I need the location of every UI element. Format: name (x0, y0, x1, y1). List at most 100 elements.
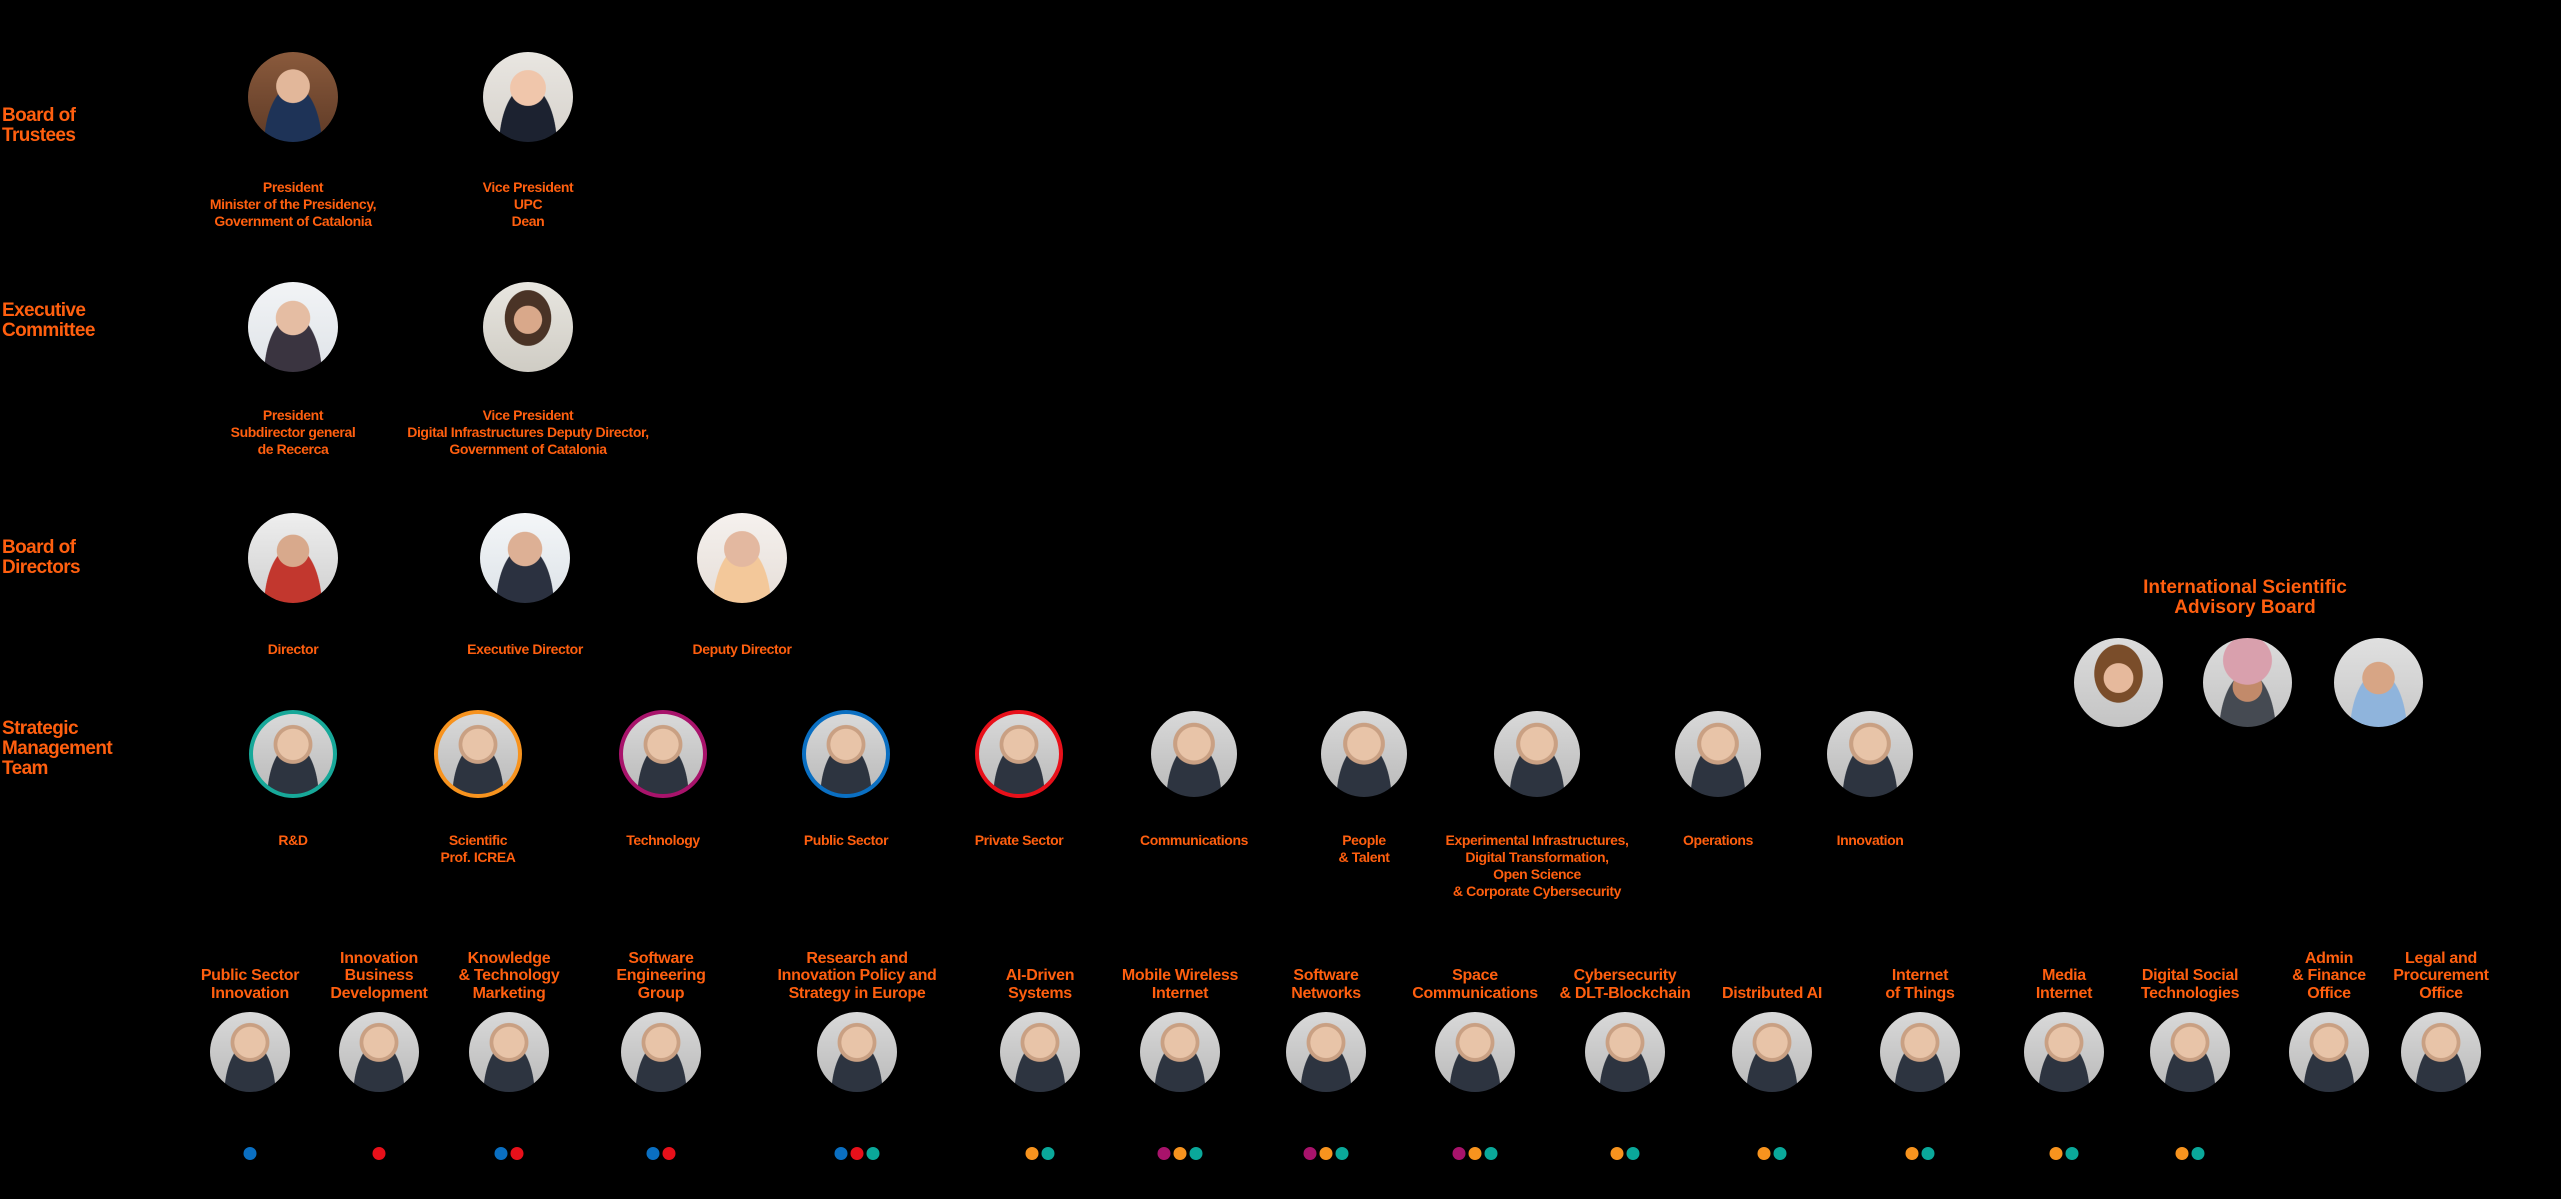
dot-blue (646, 1147, 660, 1160)
avatar-group-media-internet (2024, 1012, 2104, 1092)
dot-orange (1468, 1147, 1482, 1160)
role-trustees-president: President Minister of the Presidency, Go… (209, 179, 377, 229)
avatar-rnd (249, 710, 337, 798)
role-deputy-director: Deputy Director (692, 641, 792, 657)
dot-teal (1773, 1147, 1787, 1160)
dot-orange (1319, 1147, 1333, 1160)
dot-orange (2049, 1147, 2063, 1160)
role-scientific: Scientific Prof. ICREA (440, 832, 516, 865)
role-executive-president: President Subdirector general de Recerca (230, 407, 356, 457)
role-rnd: R&D (278, 832, 308, 848)
avatar-group-admin-finance-office (2289, 1012, 2369, 1092)
dot-magenta (1157, 1147, 1171, 1160)
avatar-trustees-vice-president (483, 52, 573, 142)
group-title-legal-procurement-office: Legal and Procurement Office (2393, 949, 2489, 1002)
role-trustees-vice-president: Vice President UPC Dean (482, 179, 574, 229)
dot-red (372, 1147, 386, 1160)
avatar-advisory-member-3 (2334, 638, 2423, 727)
group-dots-research-innovation-policy (834, 1147, 880, 1160)
avatar-innovation (1827, 711, 1913, 797)
dot-teal (866, 1147, 880, 1160)
dot-teal (1335, 1147, 1349, 1160)
role-innovation: Innovation (1836, 832, 1904, 848)
avatar-private-sector (975, 710, 1063, 798)
dot-blue (494, 1147, 508, 1160)
role-executive-vice-president: Vice President Digital Infrastructures D… (407, 407, 649, 457)
group-title-innovation-business-development: Innovation Business Development (330, 949, 428, 1002)
dot-orange (2175, 1147, 2189, 1160)
group-dots-distributed-ai (1757, 1147, 1787, 1160)
role-experimental-infrastructures: Experimental Infrastructures, Digital Tr… (1445, 832, 1629, 899)
dot-magenta (1303, 1147, 1317, 1160)
group-dots-cybersecurity-dlt-blockchain (1610, 1147, 1640, 1160)
avatar-executive-vice-president (483, 282, 573, 372)
dot-teal (1921, 1147, 1935, 1160)
avatar-group-mobile-wireless-internet (1140, 1012, 1220, 1092)
group-dots-media-internet (2049, 1147, 2079, 1160)
role-people-talent: People & Talent (1338, 832, 1390, 865)
dot-orange (1173, 1147, 1187, 1160)
section-label-board-of-trustees: Board of Trustees (2, 105, 76, 146)
avatar-people-talent (1321, 711, 1407, 797)
dot-magenta (1452, 1147, 1466, 1160)
role-technology: Technology (626, 832, 700, 848)
dot-blue (243, 1147, 257, 1160)
group-title-public-sector-innovation: Public Sector Innovation (200, 967, 300, 1002)
avatar-group-public-sector-innovation (210, 1012, 290, 1092)
group-dots-innovation-business-development (372, 1147, 386, 1160)
group-title-internet-of-things: Internet of Things (1885, 967, 1955, 1002)
group-dots-space-communications (1452, 1147, 1498, 1160)
avatar-group-cybersecurity-dlt-blockchain (1585, 1012, 1665, 1092)
group-title-distributed-ai: Distributed AI (1721, 984, 1823, 1002)
section-label-board-of-directors: Board of Directors (2, 537, 81, 578)
group-title-knowledge-technology-marketing: Knowledge & Technology Marketing (458, 949, 560, 1002)
group-title-cybersecurity-dlt-blockchain: Cybersecurity & DLT-Blockchain (1559, 967, 1691, 1002)
avatar-group-digital-social-technologies (2150, 1012, 2230, 1092)
group-title-digital-social-technologies: Digital Social Technologies (2140, 967, 2240, 1002)
avatar-advisory-member-1 (2074, 638, 2163, 727)
avatar-executive-director (480, 513, 570, 603)
avatar-operations (1675, 711, 1761, 797)
avatar-executive-president (248, 282, 338, 372)
avatar-experimental-infrastructures (1494, 711, 1580, 797)
avatar-group-internet-of-things (1880, 1012, 1960, 1092)
group-dots-knowledge-technology-marketing (494, 1147, 524, 1160)
section-label-executive-committee: Executive Committee (2, 300, 95, 341)
advisory-board-title: International Scientific Advisory Board (2143, 577, 2347, 618)
role-public-sector: Public Sector (803, 832, 889, 848)
avatar-group-software-networks (1286, 1012, 1366, 1092)
avatar-advisory-member-2 (2203, 638, 2292, 727)
avatar-technology (619, 710, 707, 798)
dot-red (662, 1147, 676, 1160)
group-dots-public-sector-innovation (243, 1147, 257, 1160)
avatar-group-innovation-business-development (339, 1012, 419, 1092)
dot-teal (1626, 1147, 1640, 1160)
role-private-sector: Private Sector (974, 832, 1064, 848)
role-executive-director: Executive Director (467, 641, 583, 657)
avatar-group-space-communications (1435, 1012, 1515, 1092)
role-communications: Communications (1140, 832, 1248, 848)
avatar-public-sector (802, 710, 890, 798)
dot-orange (1757, 1147, 1771, 1160)
group-title-ai-driven-systems: AI-Driven Systems (1005, 967, 1075, 1002)
avatar-scientific (434, 710, 522, 798)
dot-teal (2065, 1147, 2079, 1160)
dot-red (510, 1147, 524, 1160)
group-title-media-internet: Media Internet (2035, 967, 2093, 1002)
group-dots-software-engineering-group (646, 1147, 676, 1160)
group-dots-digital-social-technologies (2175, 1147, 2205, 1160)
group-title-space-communications: Space Communications (1412, 967, 1538, 1002)
section-label-strategic-management-team: Strategic Management Team (2, 718, 113, 779)
avatar-group-knowledge-technology-marketing (469, 1012, 549, 1092)
group-title-mobile-wireless-internet: Mobile Wireless Internet (1121, 967, 1239, 1002)
group-title-admin-finance-office: Admin & Finance Office (2292, 949, 2366, 1002)
avatar-group-ai-driven-systems (1000, 1012, 1080, 1092)
dot-orange (1905, 1147, 1919, 1160)
group-dots-software-networks (1303, 1147, 1349, 1160)
dot-teal (1041, 1147, 1055, 1160)
dot-teal (2191, 1147, 2205, 1160)
dot-orange (1025, 1147, 1039, 1160)
avatar-director (248, 513, 338, 603)
role-director: Director (267, 641, 319, 657)
dot-teal (1189, 1147, 1203, 1160)
